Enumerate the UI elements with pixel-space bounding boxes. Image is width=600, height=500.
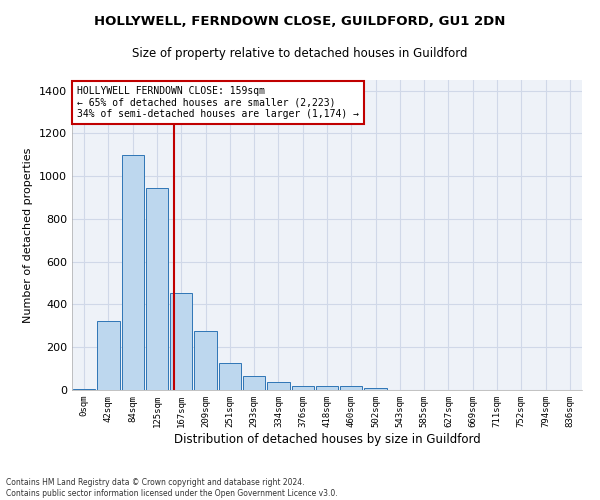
Bar [170,292,193,390]
Text: HOLLYWELL FERNDOWN CLOSE: 159sqm
← 65% of detached houses are smaller (2,223)
34: HOLLYWELL FERNDOWN CLOSE: 159sqm ← 65% o… [77,86,359,120]
Text: Contains HM Land Registry data © Crown copyright and database right 2024.
Contai: Contains HM Land Registry data © Crown c… [6,478,338,498]
Bar [267,382,290,390]
Y-axis label: Number of detached properties: Number of detached properties [23,148,34,322]
X-axis label: Distribution of detached houses by size in Guildford: Distribution of detached houses by size … [173,432,481,446]
Bar [364,388,387,390]
Bar [194,331,217,390]
Bar [146,188,168,390]
Bar [73,389,95,390]
Bar [122,155,144,390]
Text: Size of property relative to detached houses in Guildford: Size of property relative to detached ho… [132,48,468,60]
Bar [292,386,314,390]
Bar [316,386,338,390]
Bar [243,376,265,390]
Bar [340,386,362,390]
Bar [218,364,241,390]
Text: HOLLYWELL, FERNDOWN CLOSE, GUILDFORD, GU1 2DN: HOLLYWELL, FERNDOWN CLOSE, GUILDFORD, GU… [94,15,506,28]
Bar [97,320,119,390]
